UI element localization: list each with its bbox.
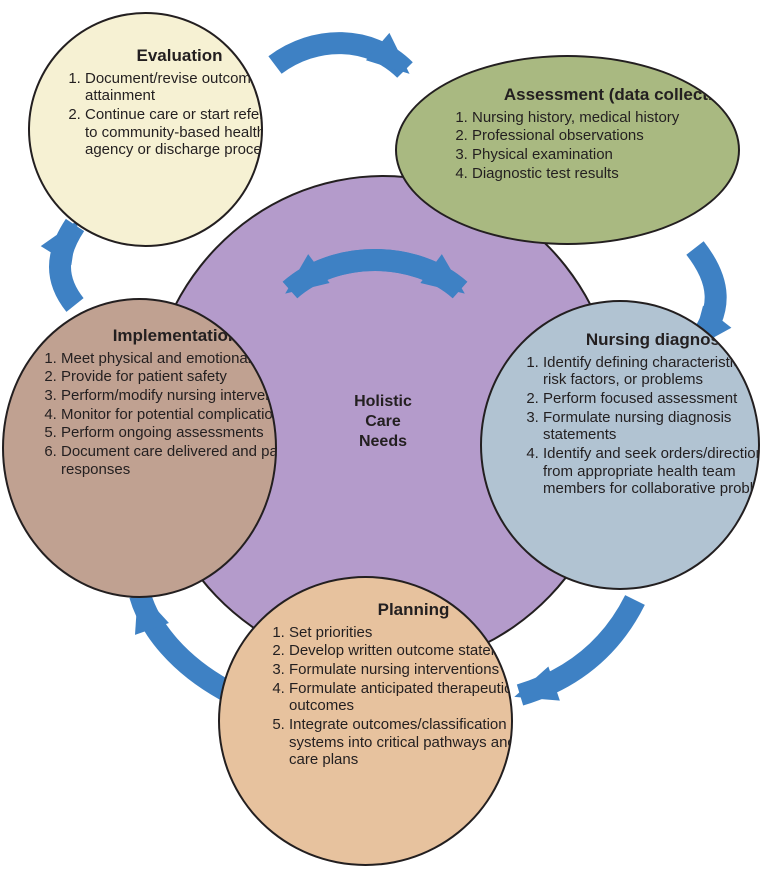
planning-item: Formulate nursing interventions (289, 661, 513, 679)
node-diagnosis: Nursing diagnosis Identify defining char… (480, 300, 760, 590)
arrow-evaluation-to-assessment (275, 33, 410, 74)
diagnosis-item: Perform focused assessment (543, 390, 760, 408)
assessment-item: Physical examination (472, 146, 740, 164)
node-evaluation-list: Document/revise outcome attainmentContin… (64, 70, 263, 160)
node-assessment-list: Nursing history, medical historyProfessi… (451, 109, 740, 184)
implementation-item: Document care delivered and patient resp… (61, 443, 277, 478)
diagram-stage: Holistic Care Needs Evaluation Document/… (0, 0, 763, 870)
diagnosis-item: Identify and seek orders/directions from… (543, 445, 760, 498)
implementation-item: Meet physical and emotional needs (61, 350, 277, 368)
node-implementation-list: Meet physical and emotional needsProvide… (40, 350, 277, 480)
planning-item: Formulate anticipated therapeutic outcom… (289, 680, 513, 715)
evaluation-item: Document/revise outcome attainment (85, 70, 263, 105)
assessment-item: Nursing history, medical history (472, 109, 740, 127)
node-evaluation-title: Evaluation (64, 46, 263, 66)
arrow-diagnosis-to-planning (514, 600, 635, 701)
node-planning-title: Planning (268, 600, 513, 620)
diagnosis-item: Formulate nursing diagnosis statements (543, 409, 760, 444)
node-implementation-title: Implementation (40, 326, 277, 346)
diagnosis-item: Identify defining characteristics, high-… (543, 354, 760, 389)
node-diagnosis-title: Nursing diagnosis (522, 330, 760, 350)
node-evaluation: Evaluation Document/revise outcome attai… (28, 12, 263, 247)
implementation-item: Perform/modify nursing interventions (61, 387, 277, 405)
implementation-item: Provide for patient safety (61, 368, 277, 386)
planning-item: Integrate outcomes/classification system… (289, 716, 513, 769)
node-assessment: Assessment (data collection) Nursing his… (395, 55, 740, 245)
node-assessment-title: Assessment (data collection) (451, 85, 740, 105)
evaluation-item: Continue care or start referral to commu… (85, 106, 263, 159)
node-planning: Planning Set prioritiesDevelop written o… (218, 576, 513, 866)
assessment-item: Professional observations (472, 127, 740, 145)
implementation-item: Perform ongoing assessments (61, 424, 277, 442)
arrow-bidirectional-right (290, 254, 465, 294)
implementation-item: Monitor for potential complications (61, 406, 277, 424)
assessment-item: Diagnostic test results (472, 165, 740, 183)
arrow-planning-to-implementation (135, 589, 225, 690)
node-diagnosis-list: Identify defining characteristics, high-… (522, 354, 760, 500)
planning-item: Set priorities (289, 624, 513, 642)
node-planning-list: Set prioritiesDevelop written outcome st… (268, 624, 513, 771)
node-implementation: Implementation Meet physical and emotion… (2, 298, 277, 598)
planning-item: Develop written outcome statements (289, 642, 513, 660)
